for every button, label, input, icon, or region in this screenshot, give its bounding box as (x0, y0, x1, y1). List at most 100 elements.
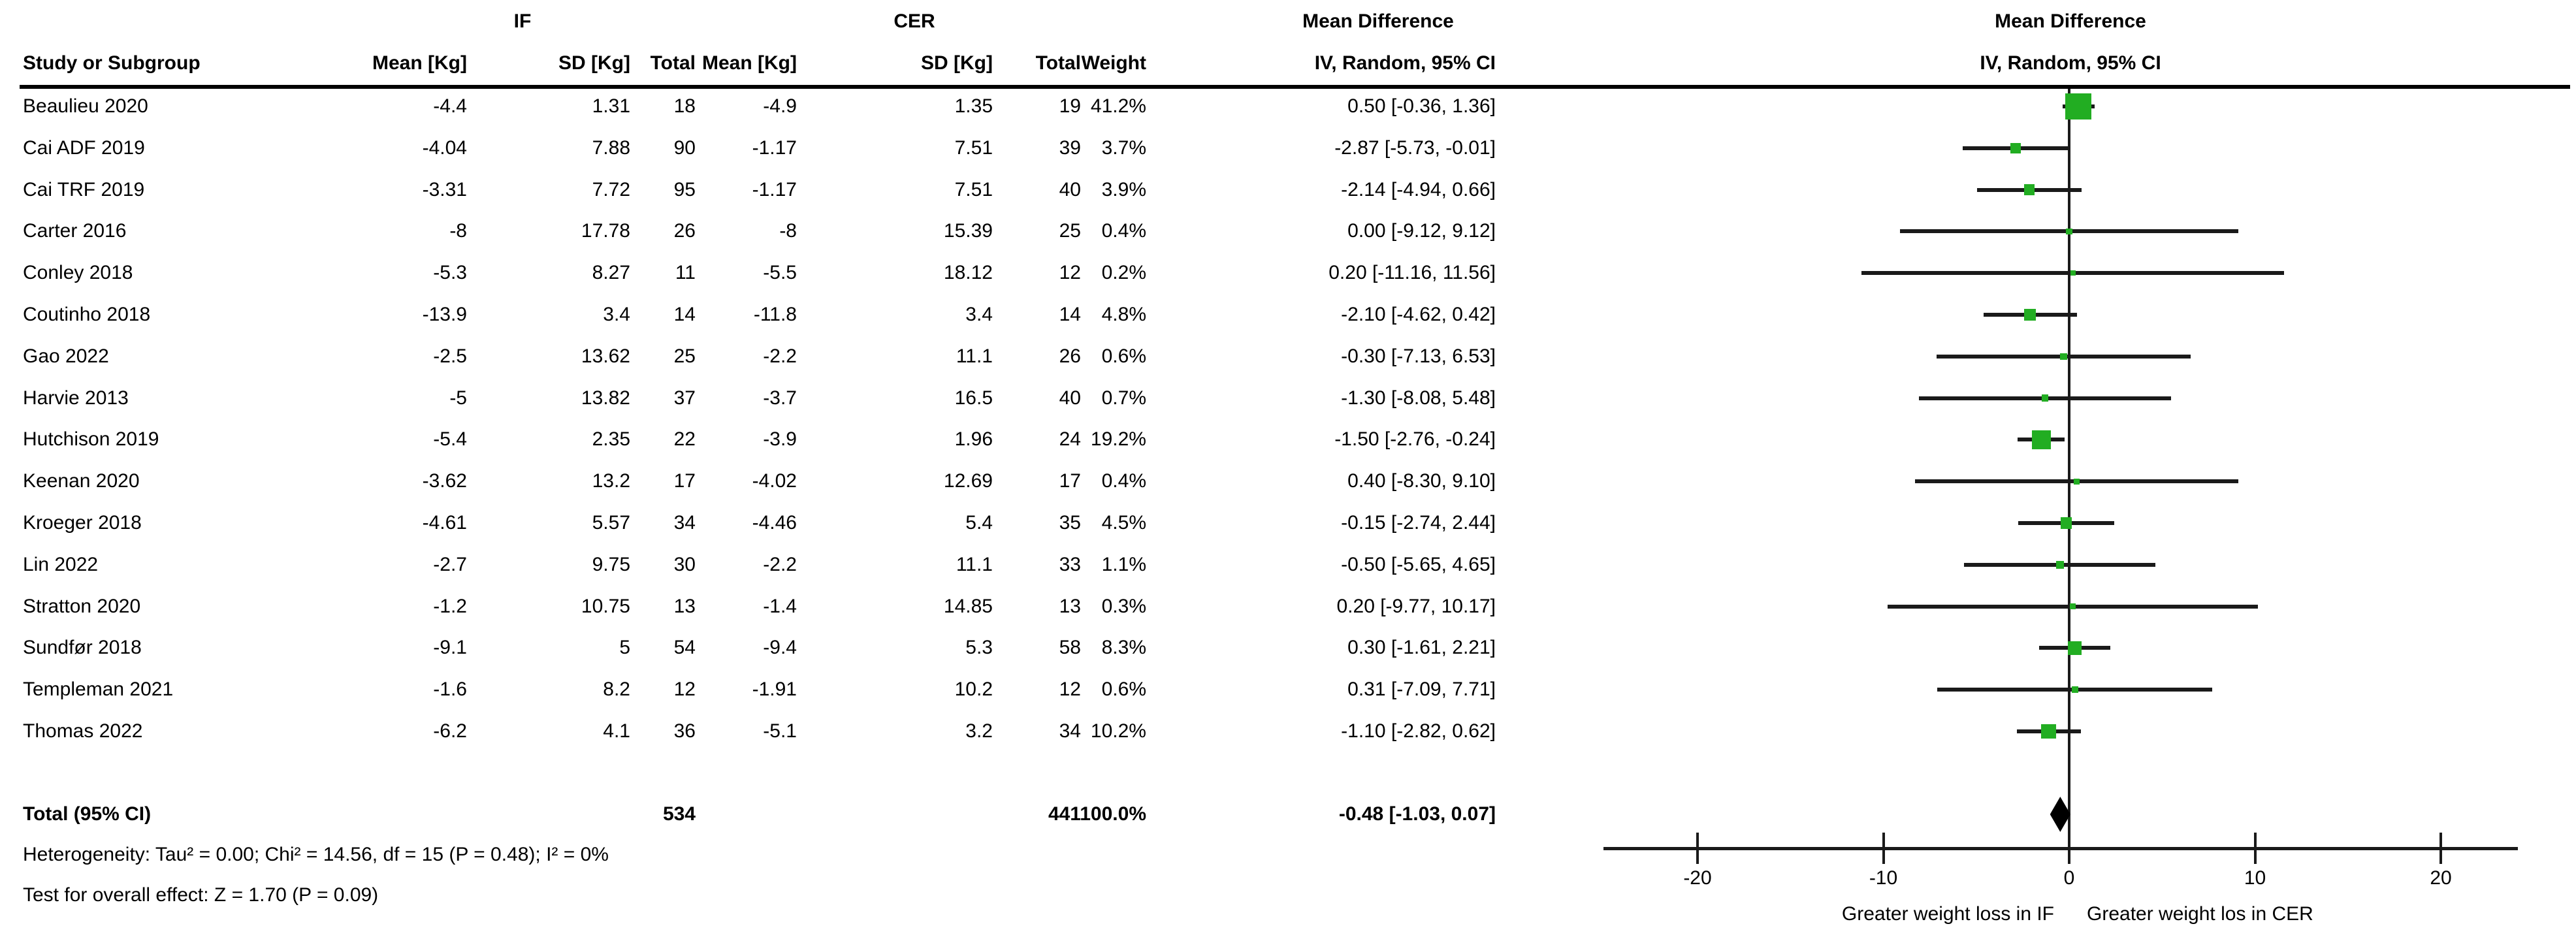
md-ci-text: 0.31 [-7.09, 7.71] (1347, 678, 1496, 701)
col-header-weight: Weight (1081, 52, 1146, 74)
total-row: Total (95% CI) 534 441 100.0% -0.48 [-1.… (0, 793, 1568, 835)
cer-total: 39 (1059, 136, 1081, 159)
cer-sd: 15.39 (943, 220, 993, 242)
effect-square (2060, 353, 2067, 360)
study-name: Templeman 2021 (23, 678, 174, 701)
if-sd: 10.75 (581, 595, 630, 617)
cer-sd: 16.5 (954, 387, 993, 409)
if-sd: 7.88 (592, 136, 630, 159)
if-mean: -13.9 (422, 304, 467, 325)
cer-mean: -1.4 (763, 595, 797, 617)
x-axis-tick-label: -10 (1869, 867, 1898, 889)
study-name: Sundfør 2018 (23, 637, 142, 659)
effect-square (2071, 686, 2078, 694)
cer-mean: -3.7 (763, 387, 797, 409)
cer-mean: -1.17 (752, 178, 797, 200)
study-name: Keenan 2020 (23, 470, 140, 492)
if-total: 36 (673, 720, 696, 742)
cer-mean: -9.4 (763, 637, 797, 659)
if-sd: 13.62 (581, 345, 630, 367)
md-ci-text: 0.20 [-11.16, 11.56] (1328, 262, 1496, 284)
cer-total: 40 (1059, 178, 1081, 200)
effect-square (2067, 641, 2082, 656)
md-ci-text: 0.30 [-1.61, 2.21] (1347, 637, 1496, 659)
table-row: Keenan 2020 -3.62 13.2 17 -4.02 12.69 17… (0, 460, 1568, 502)
total-cer-n: 441 (1048, 803, 1081, 825)
if-total: 14 (673, 304, 696, 325)
x-axis-tick-label: 10 (2244, 867, 2266, 889)
if-mean: -8 (449, 220, 467, 242)
if-sd: 5 (619, 637, 630, 659)
effect-square (2070, 603, 2076, 610)
total-md-ci: -0.48 [-1.03, 0.07] (1338, 803, 1496, 825)
md-ci-text: 0.50 [-0.36, 1.36] (1347, 95, 1496, 117)
md-ci-text: -1.10 [-2.82, 0.62] (1341, 720, 1496, 742)
if-sd: 8.2 (603, 678, 630, 701)
md-ci-text: -2.87 [-5.73, -0.01] (1334, 136, 1496, 159)
if-mean: -1.6 (433, 678, 467, 701)
study-name: Cai TRF 2019 (23, 178, 145, 200)
if-total: 95 (673, 178, 696, 200)
group-header-md-text: Mean Difference (1302, 10, 1454, 32)
group-header-cer: CER (894, 10, 935, 32)
if-total: 18 (673, 95, 696, 117)
cer-mean: -3.9 (763, 428, 797, 451)
cer-mean: -2.2 (763, 553, 797, 575)
x-axis-tick (2253, 833, 2257, 864)
weight: 8.3% (1101, 637, 1146, 659)
cer-mean: -4.02 (752, 470, 797, 492)
overall-effect-text: Test for overall effect: Z = 1.70 (P = 0… (23, 884, 379, 906)
study-name: Harvie 2013 (23, 387, 129, 409)
study-name: Coutinho 2018 (23, 304, 151, 325)
if-total: 37 (673, 387, 696, 409)
cer-total: 12 (1059, 678, 1081, 701)
cer-mean: -11.8 (753, 304, 797, 325)
if-sd: 13.82 (581, 387, 630, 409)
table-row: Carter 2016 -8 17.78 26 -8 15.39 25 0.4%… (0, 210, 1568, 252)
total-if-n: 534 (662, 803, 696, 825)
cer-total: 14 (1059, 304, 1081, 325)
cer-sd: 14.85 (943, 595, 993, 617)
study-name: Lin 2022 (23, 553, 99, 575)
if-mean: -5 (449, 387, 467, 409)
table-row: Sundfør 2018 -9.1 5 54 -9.4 5.3 58 8.3% … (0, 627, 1568, 669)
cer-mean: -4.46 (752, 512, 797, 534)
cer-total: 26 (1059, 345, 1081, 367)
axis-caption-left: Greater weight loss in IF (1841, 903, 2054, 925)
cer-sd: 7.51 (954, 178, 993, 200)
weight: 0.2% (1101, 262, 1146, 284)
table-row: Cai ADF 2019 -4.04 7.88 90 -1.17 7.51 39… (0, 127, 1568, 169)
cer-sd: 3.2 (965, 720, 993, 742)
cer-mean: -1.91 (752, 678, 797, 701)
if-mean: -4.61 (422, 512, 467, 534)
cer-total: 25 (1059, 220, 1081, 242)
total-label: Total (95% CI) (23, 803, 152, 825)
cer-mean: -2.2 (763, 345, 797, 367)
x-axis-tick-label: 0 (2063, 867, 2075, 889)
col-header-if-sd: SD [Kg] (558, 52, 630, 74)
if-total: 90 (673, 136, 696, 159)
table-row: Gao 2022 -2.5 13.62 25 -2.2 11.1 26 0.6%… (0, 336, 1568, 377)
md-ci-text: -1.30 [-8.08, 5.48] (1341, 387, 1496, 409)
col-header-ci-plot: IV, Random, 95% CI (1980, 52, 2161, 74)
if-total: 26 (673, 220, 696, 242)
if-sd: 5.57 (592, 512, 630, 534)
cer-sd: 11.1 (956, 345, 993, 367)
if-mean: -9.1 (433, 637, 467, 659)
effect-square (2066, 228, 2072, 235)
table-row: Lin 2022 -2.7 9.75 30 -2.2 11.1 33 1.1% … (0, 544, 1568, 586)
effect-square (2073, 478, 2080, 485)
study-name: Conley 2018 (23, 262, 133, 284)
table-row: Stratton 2020 -1.2 10.75 13 -1.4 14.85 1… (0, 586, 1568, 628)
cer-total: 33 (1059, 553, 1081, 575)
cer-total: 12 (1059, 262, 1081, 284)
effect-square (2023, 184, 2035, 195)
cer-sd: 3.4 (965, 304, 993, 325)
cer-sd: 18.12 (943, 262, 993, 284)
if-sd: 2.35 (592, 428, 630, 451)
col-header-study: Study or Subgroup (23, 52, 201, 74)
cer-mean: -1.17 (752, 136, 797, 159)
total-weight: 100.0% (1080, 803, 1146, 825)
if-mean: -4.04 (422, 136, 467, 159)
